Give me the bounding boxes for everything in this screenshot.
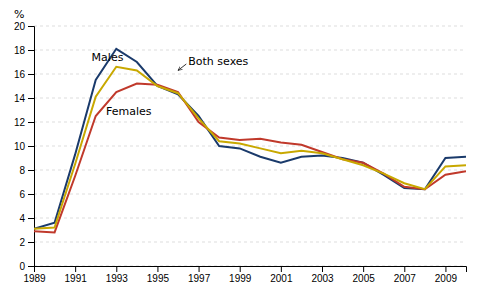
tick-mark [75, 266, 76, 272]
tick-label: 1995 [147, 273, 170, 284]
tick-label: 20 [14, 21, 26, 32]
tick: 12 [14, 117, 34, 128]
annotation: Males [92, 51, 124, 64]
tick: 18 [14, 45, 34, 56]
tick: 2 [19, 237, 34, 248]
tick-label: 4 [19, 213, 25, 224]
tick-mark [116, 266, 117, 272]
x-axis: 1989 1991 1993 1995 1997 1999 2001 2003 2005 2007… [23, 266, 466, 284]
tick-label: 16 [14, 69, 26, 80]
tick-mark [281, 266, 282, 272]
tick: 1995 [147, 266, 170, 284]
series-line [34, 84, 466, 233]
grid [34, 26, 466, 266]
tick: 0 [19, 261, 34, 272]
grid-line [34, 98, 466, 99]
tick: 2007 [394, 266, 417, 284]
tick-mark [404, 266, 405, 272]
tick: 2009 [435, 266, 458, 284]
tick: 4 [19, 213, 34, 224]
tick: 14 [14, 93, 34, 104]
tick-label: 2007 [394, 273, 417, 284]
tick-mark [28, 98, 34, 99]
axis-line [35, 267, 467, 273]
tick: 1999 [229, 266, 252, 284]
tick: 1989 [23, 266, 46, 284]
tick-mark [28, 26, 34, 27]
annotations: Males Females Both sexes [92, 51, 249, 118]
tick-mark [28, 170, 34, 171]
tick-mark [445, 266, 446, 272]
tick-label: 1989 [23, 273, 46, 284]
tick: 8 [19, 165, 34, 176]
tick-label: 1993 [106, 273, 129, 284]
tick-mark [322, 266, 323, 272]
grid-line [34, 50, 466, 51]
tick: 1993 [106, 266, 129, 284]
annotation: Females [106, 105, 152, 118]
tick: 2001 [270, 266, 293, 284]
grid-line [34, 194, 466, 195]
grid-line [34, 218, 466, 219]
tick-mark [28, 218, 34, 219]
tick-mark [28, 122, 34, 123]
annotation-arrow [178, 64, 186, 70]
tick: 10 [14, 141, 34, 152]
y-axis-label: % [14, 8, 24, 21]
tick-label: 2009 [435, 273, 458, 284]
tick: 16 [14, 69, 34, 80]
grid-line [34, 26, 466, 27]
tick-label: 6 [19, 189, 25, 200]
tick-label: 12 [14, 117, 26, 128]
tick-label: 0 [19, 261, 25, 272]
grid-line [34, 122, 466, 123]
tick: 1997 [188, 266, 211, 284]
tick-label: 10 [14, 141, 26, 152]
tick-label: 1997 [188, 273, 211, 284]
tick: 1991 [65, 266, 88, 284]
tick-mark [157, 266, 158, 272]
tick-mark [240, 266, 241, 272]
tick-mark [199, 266, 200, 272]
series-group [34, 49, 466, 233]
annotation: Both sexes [188, 55, 248, 68]
tick-label: 18 [14, 45, 26, 56]
tick-mark [28, 242, 34, 243]
tick-mark [28, 146, 34, 147]
axis-line [28, 27, 35, 267]
grid-line [34, 170, 466, 171]
tick-mark [28, 74, 34, 75]
y-axis: 0 2 4 6 8 10 12 14 16 18 20 [14, 21, 35, 272]
chart-svg: 1989 1991 1993 1995 1997 1999 2001 2003 2005 2007… [0, 0, 482, 290]
tick-label: 2005 [353, 273, 376, 284]
tick-label: 1991 [65, 273, 88, 284]
tick-mark [28, 266, 34, 267]
tick-label: 2001 [270, 273, 293, 284]
tick-label: 2 [19, 237, 25, 248]
tick: 2005 [353, 266, 376, 284]
tick: 20 [14, 21, 34, 32]
tick-mark [28, 194, 34, 195]
tick-mark [363, 266, 364, 272]
tick: 6 [19, 189, 34, 200]
chart-container: 1989 1991 1993 1995 1997 1999 2001 2003 2005 2007… [0, 0, 482, 290]
tick-mark [28, 50, 34, 51]
grid-line [34, 242, 466, 243]
tick-label: 14 [14, 93, 26, 104]
series-line [34, 67, 466, 229]
tick-label: 8 [19, 165, 25, 176]
tick-label: 1999 [229, 273, 252, 284]
plot-area: 1989 1991 1993 1995 1997 1999 2001 2003 2005 2007… [14, 21, 467, 284]
tick: 2003 [311, 266, 334, 284]
tick-label: 2003 [311, 273, 334, 284]
